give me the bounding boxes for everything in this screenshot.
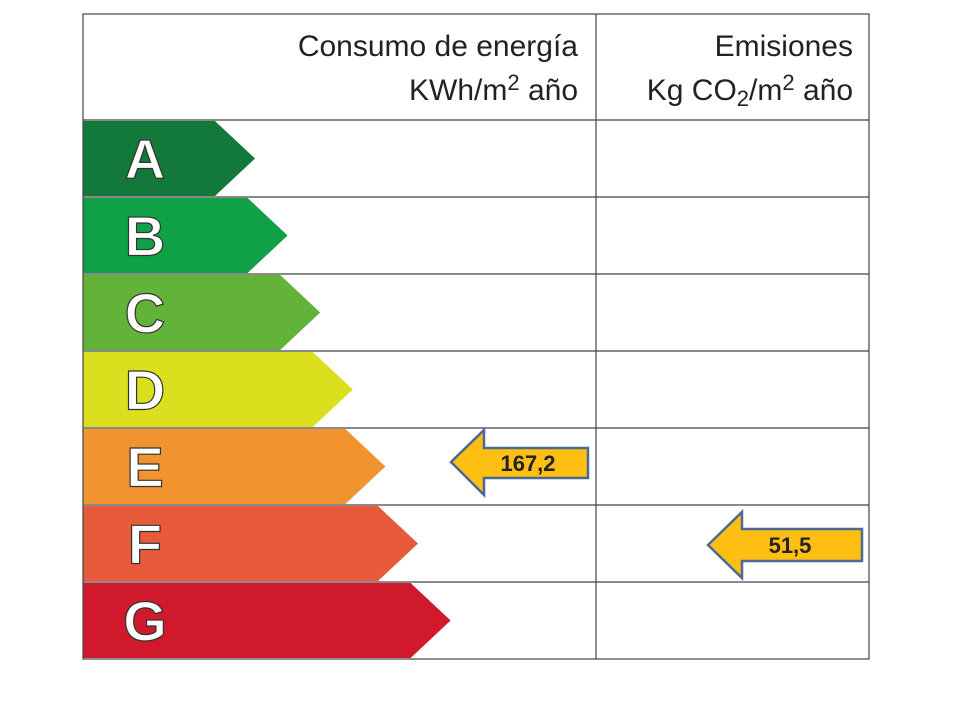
rating-letter: D (125, 359, 165, 422)
unit-text: Kg CO (647, 74, 737, 107)
subscript: 2 (737, 86, 749, 111)
emissions-indicator-arrow (706, 509, 864, 581)
rating-bar (83, 198, 288, 273)
unit-text: KWh/m (409, 74, 507, 107)
rating-bar (83, 275, 321, 350)
rating-bar (83, 121, 255, 196)
rating-letter: B (125, 205, 165, 268)
superscript: 2 (782, 70, 794, 95)
rating-letter: C (125, 282, 165, 345)
unit-text: año (795, 74, 853, 107)
rating-letter: G (123, 590, 167, 653)
unit-text: /m (749, 74, 782, 107)
table-grid (82, 13, 870, 660)
emissions-title: Emisiones (715, 30, 853, 63)
rating-letter: A (125, 128, 165, 191)
rating-bar (83, 506, 418, 581)
rating-bar (83, 429, 386, 504)
energy-indicator-arrow (449, 427, 590, 499)
energy-unit: KWh/m2 año (409, 70, 578, 107)
rating-bar (83, 352, 353, 427)
energy-title: Consumo de energía (298, 30, 578, 63)
energy-value: 167,2 (500, 451, 555, 476)
table-border (82, 13, 870, 660)
rating-bar (83, 583, 451, 658)
emissions-unit: Kg CO2/m2 año (647, 70, 853, 111)
emissions-value: 51,5 (769, 533, 812, 558)
rating-letter: F (128, 513, 162, 576)
unit-text: año (520, 74, 578, 107)
rating-letter: E (126, 436, 163, 499)
superscript: 2 (507, 70, 519, 95)
